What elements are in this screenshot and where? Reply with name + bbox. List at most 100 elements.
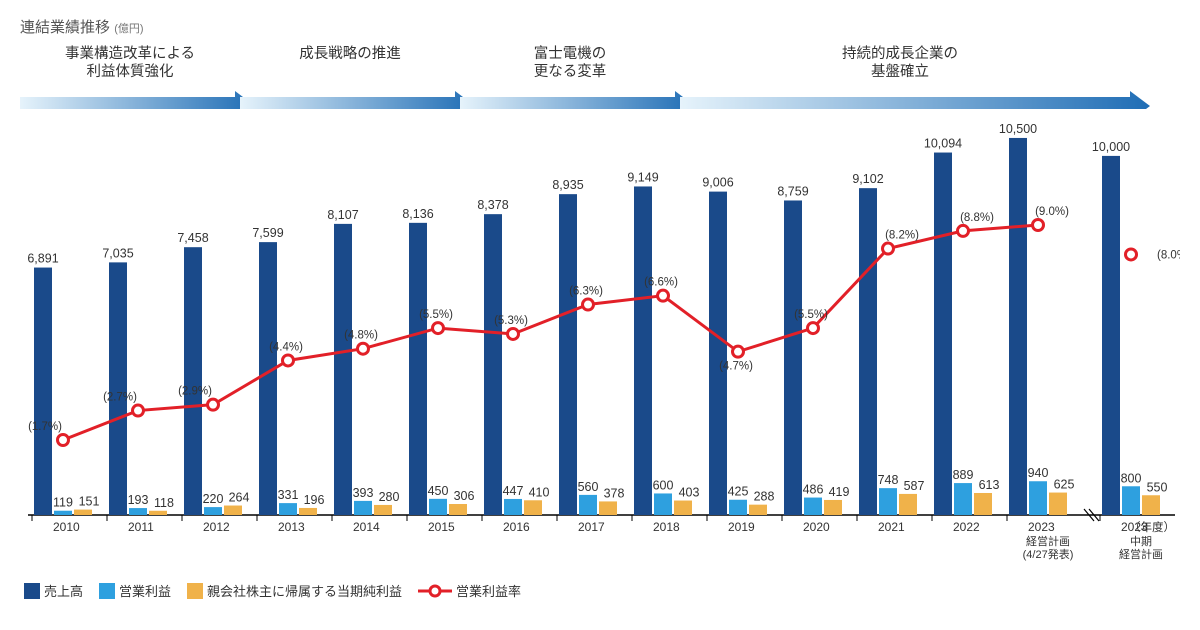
pct-label: (8.8%) [960, 212, 994, 224]
pct-label: (6.3%) [569, 286, 603, 298]
bar-net [449, 504, 467, 515]
title-unit: (億円) [114, 23, 143, 35]
value-op: 447 [503, 484, 524, 498]
op-margin-marker [508, 328, 519, 339]
value-net: 288 [754, 490, 775, 504]
op-margin-marker [733, 346, 744, 357]
bar-op [1029, 481, 1047, 515]
bar-op [429, 499, 447, 515]
year-label: 2010 [53, 520, 80, 534]
bar-op [579, 495, 597, 515]
value-net: 613 [979, 478, 1000, 492]
bar-net [224, 506, 242, 515]
bar-net [524, 500, 542, 515]
phase-label: 持続的成長企業の基盤確立 [810, 45, 990, 81]
bar-net [824, 500, 842, 515]
phase-row: 事業構造改革による利益体質強化 成長戦略の推進 富士電機の更なる変革 持続的成長… [20, 45, 1180, 109]
chart-svg: 6,89111915120107,03519311820117,45822026… [20, 115, 1180, 575]
value-op: 393 [353, 486, 374, 500]
value-net: 378 [604, 486, 625, 500]
op-margin-marker [433, 323, 444, 334]
value-net: 306 [454, 489, 475, 503]
pct-label: (2.9%) [178, 386, 212, 398]
year-label: 2015 [428, 520, 455, 534]
bar-net [149, 511, 167, 515]
year-label: 2021 [878, 520, 905, 534]
value-op: 940 [1028, 466, 1049, 480]
value-sales: 7,035 [102, 246, 133, 260]
value-net: 403 [679, 486, 700, 500]
value-sales: 6,891 [27, 252, 58, 266]
value-net: 151 [79, 495, 100, 509]
value-net: 550 [1147, 480, 1168, 494]
op-margin-marker [58, 435, 69, 446]
year-label: 2017 [578, 520, 605, 534]
pct-label: (8.2%) [885, 230, 919, 242]
pct-label: (5.3%) [494, 315, 528, 327]
op-margin-marker-plan [1126, 249, 1137, 260]
bar-op [129, 508, 147, 515]
year-label: 2019 [728, 520, 755, 534]
bar-net [899, 494, 917, 515]
op-margin-marker [208, 399, 219, 410]
pct-label: (4.4%) [269, 341, 303, 353]
bar-sales [934, 153, 952, 515]
legend-sales: 売上高 [24, 581, 83, 600]
pct-label: (5.5%) [419, 309, 453, 321]
bar-op [654, 493, 672, 515]
bar-sales [184, 247, 202, 515]
legend-line: 営業利益率 [418, 581, 521, 600]
bar-op [1122, 486, 1140, 515]
value-op: 220 [203, 492, 224, 506]
phase-arrow [240, 91, 475, 109]
phase-arrow [20, 91, 255, 109]
pct-label: (5.5%) [794, 309, 828, 321]
bar-net [749, 505, 767, 515]
op-margin-marker [958, 225, 969, 236]
value-op: 450 [428, 484, 449, 498]
bar-sales [784, 200, 802, 515]
chart-title: 連結業績推移 (億円) [20, 16, 1180, 37]
value-net: 587 [904, 479, 925, 493]
value-op: 600 [653, 478, 674, 492]
bar-net [674, 501, 692, 515]
pct-label: (8.0%) [1157, 249, 1180, 261]
bar-sales [859, 188, 877, 515]
bar-net [74, 510, 92, 515]
value-op: 889 [953, 468, 974, 482]
bar-sales [484, 214, 502, 515]
legend-op: 営業利益 [99, 581, 171, 600]
bar-sales [109, 262, 127, 515]
value-sales: 10,094 [924, 137, 962, 151]
op-margin-marker [283, 355, 294, 366]
bar-sales [709, 192, 727, 515]
year-label: 2020 [803, 520, 830, 534]
pct-label: (2.7%) [103, 392, 137, 404]
value-sales: 10,500 [999, 122, 1037, 136]
pct-label: (4.7%) [719, 361, 753, 373]
bar-op [354, 501, 372, 515]
value-net: 280 [379, 490, 400, 504]
value-sales: 9,149 [627, 170, 658, 184]
chart-area: 6,89111915120107,03519311820117,45822026… [20, 115, 1180, 575]
bar-op [804, 498, 822, 515]
bar-op [54, 511, 72, 515]
pct-label: (6.6%) [644, 277, 678, 289]
legend-net: 親会社株主に帰属する当期純利益 [187, 581, 402, 600]
legend: 売上高 営業利益 親会社株主に帰属する当期純利益 営業利益率 [20, 581, 1180, 600]
bar-sales [334, 224, 352, 515]
value-sales: 9,006 [702, 176, 733, 190]
value-sales: 7,458 [177, 231, 208, 245]
title-text: 連結業績推移 [20, 19, 110, 36]
phase-label: 成長戦略の推進 [270, 45, 430, 63]
op-margin-marker [583, 299, 594, 310]
value-net: 625 [1054, 478, 1075, 492]
year-label: 2013 [278, 520, 305, 534]
bar-op [504, 499, 522, 515]
op-margin-marker [1033, 220, 1044, 231]
value-sales: 8,107 [327, 208, 358, 222]
value-net: 410 [529, 485, 550, 499]
year-label: 2011 [128, 520, 154, 534]
op-margin-marker [658, 290, 669, 301]
bar-op [279, 503, 297, 515]
